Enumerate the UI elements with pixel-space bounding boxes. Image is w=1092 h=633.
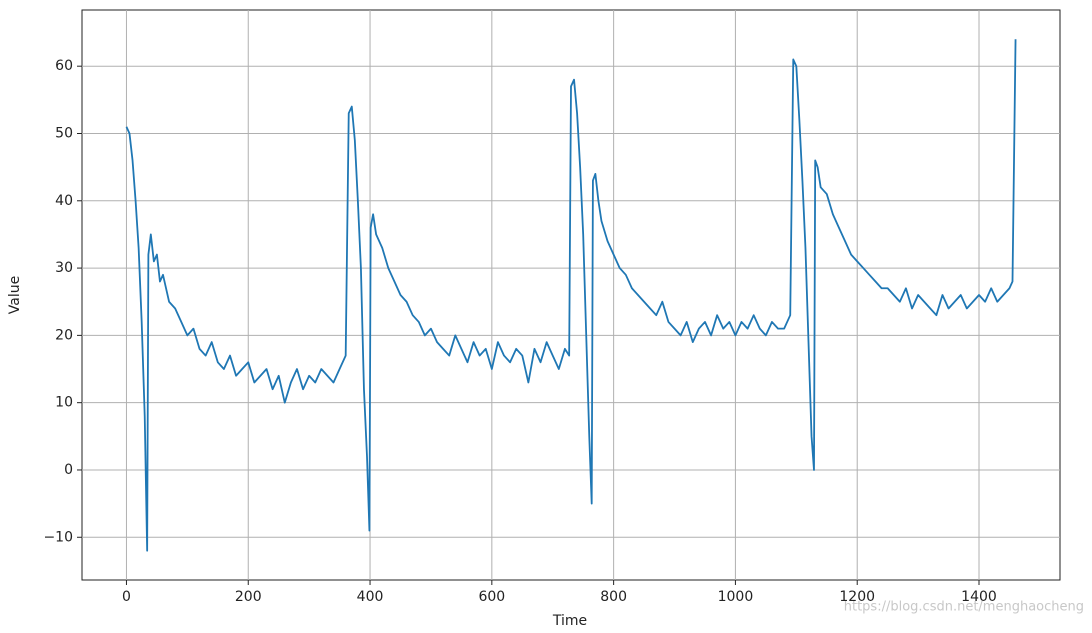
data-line bbox=[125, 39, 1017, 552]
x-tick-label: 1000 bbox=[718, 589, 754, 605]
x-tick-label: 200 bbox=[235, 589, 262, 605]
y-tick-label: 10 bbox=[55, 395, 73, 411]
x-tick-label: 1200 bbox=[839, 589, 875, 605]
watermark: https://blog.csdn.net/menghaocheng bbox=[844, 600, 1084, 615]
y-tick-label: 20 bbox=[55, 327, 73, 343]
y-tick-label: 40 bbox=[55, 193, 73, 209]
x-tick-label: 600 bbox=[478, 589, 505, 605]
y-axis-label: Value bbox=[7, 276, 23, 314]
x-tick-label: 0 bbox=[122, 589, 131, 605]
x-tick-label: 1400 bbox=[961, 589, 997, 605]
x-tick-label: 800 bbox=[600, 589, 627, 605]
plot-frame bbox=[81, 9, 1061, 581]
y-tick-label: 60 bbox=[55, 58, 73, 74]
y-tick-label: 50 bbox=[55, 125, 73, 141]
y-tick-label: −10 bbox=[43, 529, 73, 545]
y-tick-label: 0 bbox=[64, 462, 73, 478]
x-axis-label: Time bbox=[552, 613, 587, 629]
y-tick-label: 30 bbox=[55, 260, 73, 276]
x-tick-label: 400 bbox=[357, 589, 384, 605]
